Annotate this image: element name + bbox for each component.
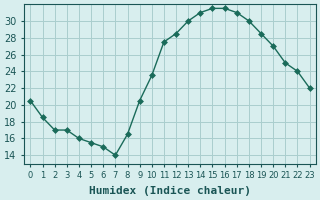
X-axis label: Humidex (Indice chaleur): Humidex (Indice chaleur): [89, 186, 251, 196]
